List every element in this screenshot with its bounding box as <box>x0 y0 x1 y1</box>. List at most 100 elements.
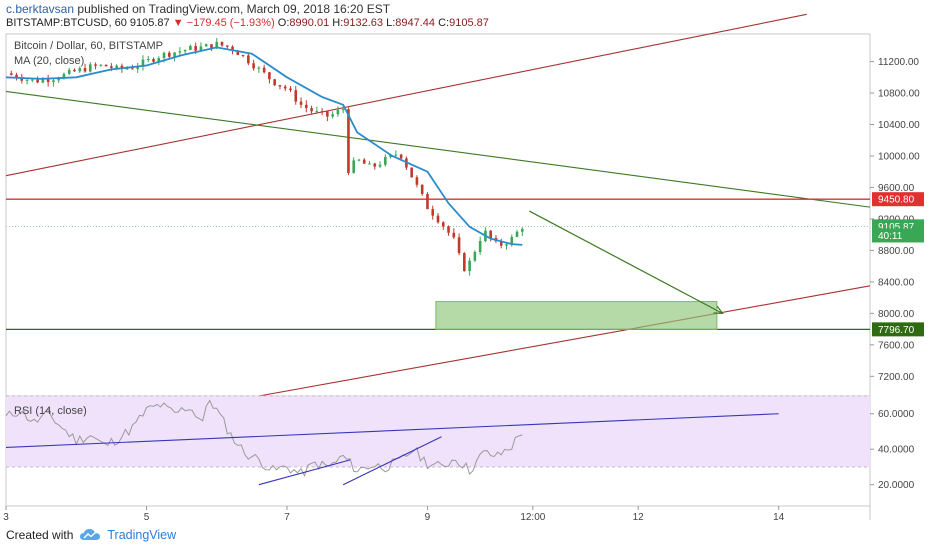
rsi-band <box>6 396 870 467</box>
candle-body <box>447 226 450 233</box>
candle-body <box>294 90 298 102</box>
price-tick-label: 9600.00 <box>878 183 915 194</box>
candle-body <box>378 164 382 167</box>
candle-body <box>352 160 356 173</box>
candle-body <box>220 41 224 46</box>
candle-body <box>62 73 66 79</box>
candle-body <box>46 79 50 83</box>
candle-body <box>457 237 461 254</box>
candle-body <box>257 67 261 69</box>
price-tag-label: 9450.80 <box>878 195 915 206</box>
last-price: 9105.87 <box>129 17 170 29</box>
candle-body <box>283 86 287 89</box>
candle-body <box>415 177 419 185</box>
open-label: O: <box>277 17 290 29</box>
candle-body <box>131 68 134 70</box>
candle-body <box>115 65 118 69</box>
candle-body <box>168 52 171 57</box>
candle-body <box>289 88 292 91</box>
candle-body <box>273 79 276 86</box>
candle-body <box>52 80 55 83</box>
price-tick-label: 10400.00 <box>878 120 920 131</box>
author-link[interactable]: c.berktavsan <box>6 2 75 16</box>
arrow-head <box>713 305 724 315</box>
candle-body <box>463 253 466 272</box>
down-right-arrow[interactable] <box>529 210 723 314</box>
candle-body <box>262 67 266 73</box>
candle-body <box>368 163 371 165</box>
time-tick-label: 12 <box>633 512 645 523</box>
candle-body <box>15 74 18 79</box>
candle-body <box>347 109 350 173</box>
candle-body <box>194 45 197 51</box>
candle-body <box>299 101 303 105</box>
red-channel-top-line[interactable] <box>5 13 807 177</box>
price-tag-label: 40:11 <box>878 231 903 242</box>
close-value: 9105.87 <box>449 17 489 29</box>
candle-body <box>320 111 324 113</box>
candle-body <box>420 184 424 194</box>
candle-body <box>505 244 508 246</box>
rsi-trend-1-line[interactable] <box>258 459 351 486</box>
tradingview-brand[interactable]: TradingView <box>107 528 177 542</box>
close-label: C: <box>438 17 450 29</box>
candle-body <box>489 230 492 239</box>
candle-body <box>189 45 192 50</box>
price-tick-label: 8400.00 <box>878 277 915 288</box>
candle-body <box>20 78 24 81</box>
published-text: published on TradingView.com, March 09, … <box>77 2 391 16</box>
price-tick-label: 11200.00 <box>878 57 919 68</box>
candle-body <box>120 65 124 69</box>
candle-body <box>9 73 13 75</box>
rsi-long-trend-line[interactable] <box>5 413 779 449</box>
price-tick-label: 8800.00 <box>878 246 915 257</box>
price-tag-box <box>872 322 924 337</box>
candle-body <box>31 79 34 81</box>
candle-body <box>57 78 60 81</box>
candle-body <box>236 50 240 56</box>
candle-body <box>310 108 313 112</box>
published-line: c.berktavsan published on TradingView.co… <box>6 2 390 16</box>
price-tick-label: 7600.00 <box>878 340 915 351</box>
candle-body <box>157 58 161 62</box>
candle-body <box>36 79 39 83</box>
candle-body <box>183 49 187 52</box>
time-tick-label: 14 <box>773 512 785 523</box>
low-label: L: <box>386 17 396 29</box>
high-value: 9132.63 <box>343 17 384 29</box>
time-tick-label: 7 <box>284 512 290 523</box>
candle-body <box>41 79 45 83</box>
rsi-trend-2-line[interactable] <box>342 436 442 486</box>
open-value: 8990.01 <box>289 17 330 29</box>
candle-body <box>125 68 129 70</box>
candle-body <box>25 79 29 81</box>
target-zone-box[interactable] <box>435 301 718 330</box>
rsi-tick-label: 40.0000 <box>878 445 915 456</box>
candle-body <box>204 44 208 47</box>
candle-body <box>152 59 155 62</box>
candle-body <box>426 193 429 210</box>
price-change: ▼ −179.45 (−1.93%) <box>172 17 275 29</box>
price-tick-label: 10000.00 <box>878 151 920 162</box>
candle-body <box>146 59 150 61</box>
candle-body <box>373 163 377 167</box>
candle-body <box>394 154 398 156</box>
price-tick-label: 10800.00 <box>878 89 920 100</box>
green-downtrend-line[interactable] <box>5 90 871 208</box>
rsi-tick-label: 20.0000 <box>878 480 915 491</box>
tradingview-cloud-icon <box>80 529 101 540</box>
red-channel-bottom-line[interactable] <box>258 285 871 397</box>
time-axis[interactable]: 3 5 7 9 12:00 12 14 <box>3 505 870 523</box>
candle-body <box>436 215 440 223</box>
price-tick-label: 8000.00 <box>878 309 915 320</box>
candle-body <box>510 236 514 245</box>
candle-body <box>384 157 387 165</box>
price-tag-label: 9105.87 <box>878 222 915 233</box>
ohlc-line: BITSTAMP:BTCUSD, 60 9105.87 ▼ −179.45 (−… <box>6 17 489 29</box>
legend-symbol: Bitcoin / Dollar, 60, BITSTAMP <box>14 40 163 52</box>
rsi-pane[interactable]: 20.0000 40.0000 60.0000 <box>5 395 915 507</box>
candle-body <box>94 64 97 66</box>
low-value: 8947.44 <box>395 17 436 29</box>
candle-body <box>241 55 245 57</box>
